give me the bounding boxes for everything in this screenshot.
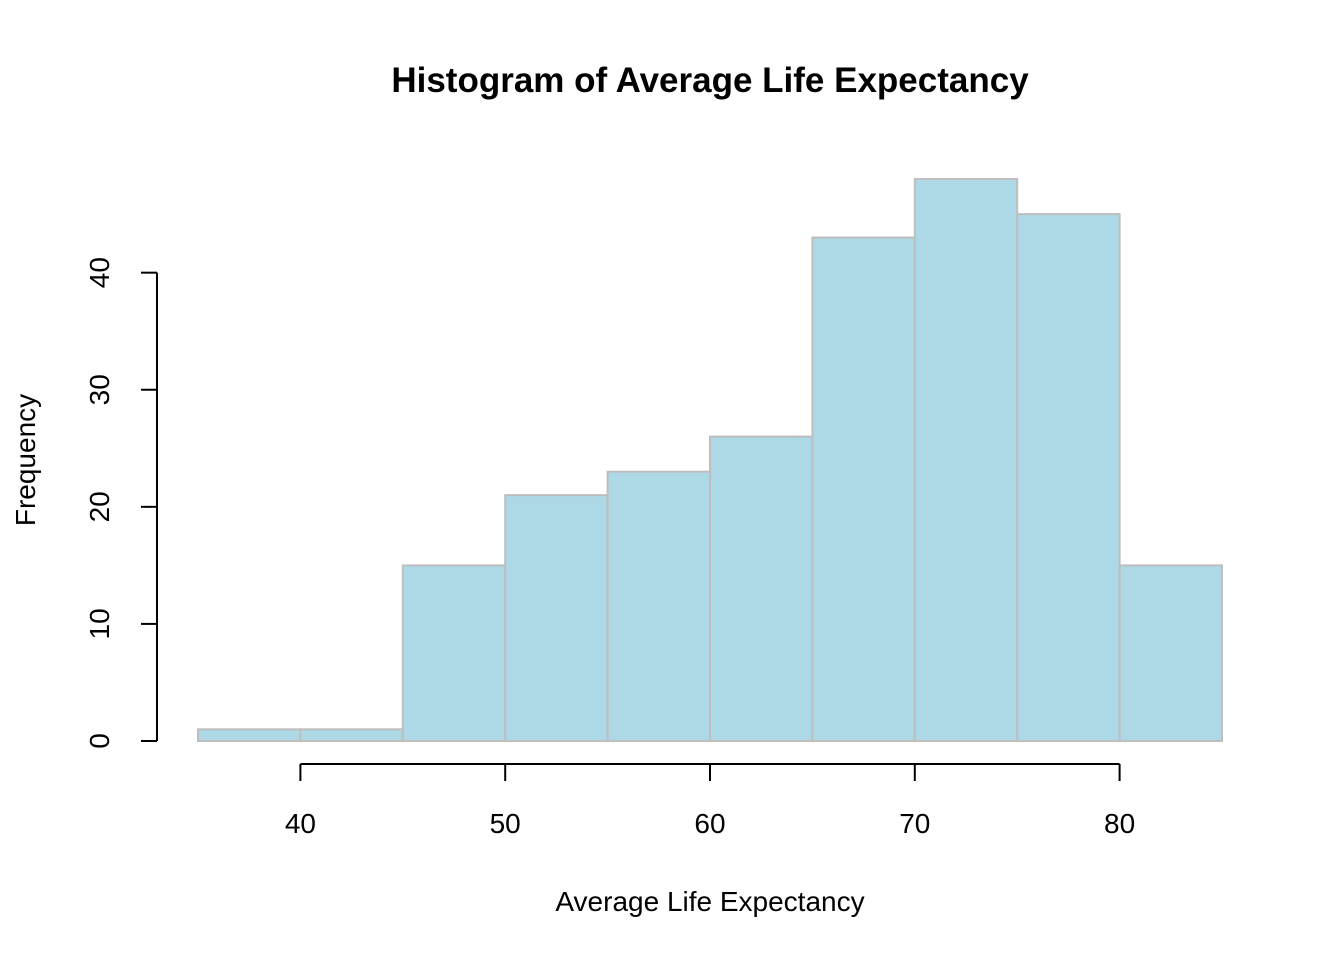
chart-title: Histogram of Average Life Expectancy [391, 61, 1029, 100]
x-tick-label: 50 [490, 808, 521, 839]
histogram-bar [504, 494, 609, 742]
bars-group [197, 178, 1223, 743]
x-tick-label: 40 [285, 808, 316, 839]
y-tick-label: 20 [84, 491, 115, 522]
histogram-bar [299, 728, 404, 743]
histogram-bar [913, 178, 1019, 742]
histogram-bar [197, 728, 302, 743]
y-tick-label: 10 [84, 608, 115, 639]
histogram-bar [401, 564, 507, 742]
y-tick-label: 30 [84, 374, 115, 405]
x-tick-label: 60 [694, 808, 725, 839]
x-axis: 40 50 60 70 80 [285, 763, 1135, 839]
y-tick-label: 0 [84, 733, 115, 749]
histogram-bar [709, 435, 814, 742]
x-tick-label: 70 [899, 808, 930, 839]
x-tick-label: 80 [1104, 808, 1135, 839]
histogram-bar [1118, 564, 1223, 742]
histogram-bar [811, 236, 916, 743]
y-axis: 0 10 20 30 40 [84, 257, 158, 749]
y-axis-label: Frequency [10, 394, 41, 526]
histogram-bar [606, 470, 711, 742]
histogram-bar [1016, 213, 1121, 742]
x-axis-label: Average Life Expectancy [555, 886, 864, 917]
y-tick-label: 40 [84, 257, 115, 288]
